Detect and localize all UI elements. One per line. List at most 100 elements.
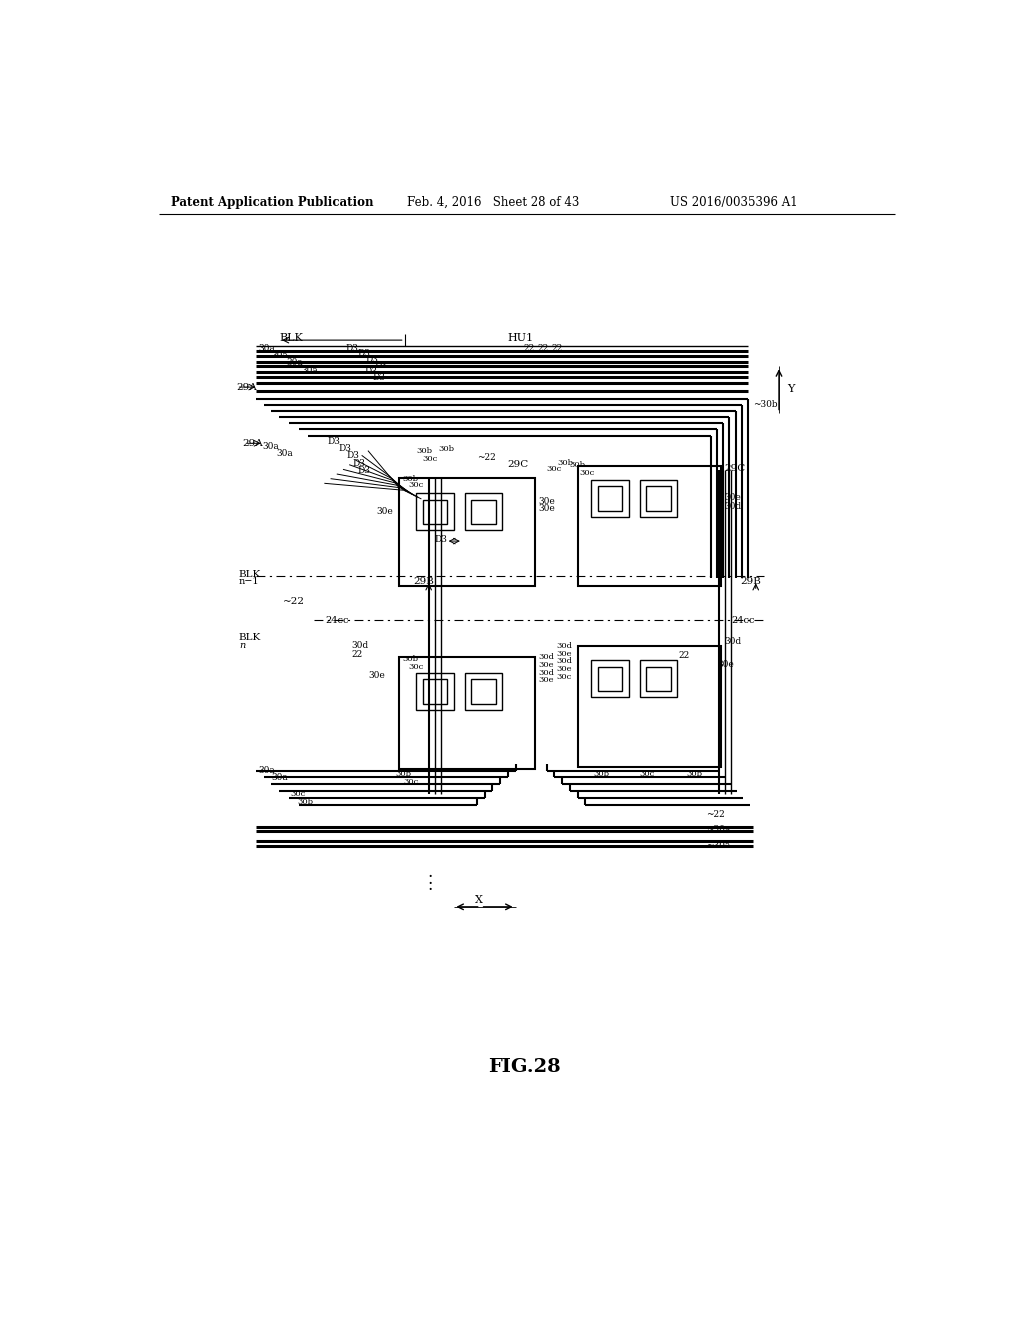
Text: Patent Application Publication: Patent Application Publication	[171, 195, 373, 209]
Text: 30d: 30d	[539, 669, 555, 677]
Text: 30a: 30a	[271, 774, 288, 781]
Bar	[465, 673, 503, 710]
Text: D3: D3	[346, 451, 359, 461]
Text: X: X	[475, 895, 483, 906]
Bar	[640, 660, 677, 697]
Text: 30e: 30e	[539, 504, 555, 513]
Bar	[399, 478, 535, 586]
Text: 30e: 30e	[557, 649, 572, 657]
Text: .: .	[428, 876, 433, 894]
Bar	[598, 667, 623, 692]
Text: 29A: 29A	[237, 383, 257, 392]
Text: 24cc: 24cc	[731, 616, 755, 624]
Text: D3: D3	[373, 374, 386, 383]
Text: n−1: n−1	[239, 577, 259, 586]
Text: 30e: 30e	[539, 676, 554, 685]
Text: 30a: 30a	[258, 766, 275, 775]
Text: Feb. 4, 2016   Sheet 28 of 43: Feb. 4, 2016 Sheet 28 of 43	[407, 195, 580, 209]
Text: 29B: 29B	[414, 577, 434, 586]
Text: D3: D3	[339, 445, 351, 453]
Text: .: .	[428, 871, 433, 887]
Text: 30b: 30b	[297, 799, 313, 807]
Text: 30a: 30a	[276, 449, 294, 458]
Text: D3: D3	[375, 362, 387, 370]
Text: 30b: 30b	[686, 771, 702, 779]
Text: 30b: 30b	[593, 771, 609, 779]
Text: 30b: 30b	[557, 458, 573, 466]
Text: n: n	[239, 640, 245, 649]
Text: ~22: ~22	[707, 810, 725, 818]
Text: 30c: 30c	[291, 791, 306, 799]
Text: 30a: 30a	[286, 358, 303, 367]
Text: FIG.28: FIG.28	[488, 1059, 561, 1076]
Text: D3: D3	[357, 350, 371, 359]
Bar	[592, 660, 629, 697]
Text: 30a: 30a	[271, 351, 288, 360]
Text: :: :	[511, 347, 515, 360]
Bar	[423, 499, 447, 524]
Bar	[465, 494, 503, 531]
Text: 30b: 30b	[569, 461, 586, 469]
Text: ~22: ~22	[477, 453, 496, 462]
Text: 30e: 30e	[369, 672, 385, 680]
Bar	[471, 678, 496, 704]
Text: 22: 22	[551, 345, 562, 352]
Text: 30d: 30d	[725, 638, 741, 647]
Text: 30c: 30c	[409, 663, 424, 671]
Bar	[598, 487, 623, 511]
Text: 22: 22	[678, 651, 689, 660]
Text: 30e: 30e	[376, 507, 393, 516]
Text: 30b: 30b	[438, 445, 454, 454]
Text: 30b: 30b	[402, 655, 419, 663]
Text: 30c: 30c	[547, 466, 562, 474]
Text: 30c: 30c	[557, 673, 571, 681]
Bar	[471, 499, 496, 524]
Text: 29A: 29A	[243, 438, 263, 447]
Text: HU1: HU1	[508, 333, 534, 343]
Text: 30e: 30e	[539, 661, 554, 669]
Text: 29C: 29C	[508, 461, 529, 470]
Text: D3: D3	[357, 466, 371, 475]
Text: US 2016/0035396 A1: US 2016/0035396 A1	[671, 195, 798, 209]
Text: 30e: 30e	[725, 492, 741, 502]
Text: 24cc: 24cc	[326, 616, 349, 624]
Text: 30c: 30c	[409, 480, 424, 488]
Text: D3: D3	[352, 459, 366, 467]
Bar	[417, 494, 454, 531]
Text: 30a: 30a	[263, 442, 280, 451]
Text: Y: Y	[786, 384, 795, 395]
Text: BLK: BLK	[280, 333, 303, 343]
Text: BLK: BLK	[239, 570, 261, 578]
Bar	[417, 673, 454, 710]
Text: 30c: 30c	[579, 469, 594, 477]
Text: 30a: 30a	[258, 345, 275, 352]
Bar	[646, 667, 671, 692]
Text: 29C: 29C	[725, 465, 746, 473]
Text: 30b: 30b	[402, 475, 419, 483]
Text: 30b: 30b	[395, 771, 412, 779]
Text: D3: D3	[365, 367, 377, 376]
Text: ~30a: ~30a	[707, 825, 730, 834]
Text: 30a: 30a	[302, 366, 318, 375]
Text: .: .	[428, 865, 433, 882]
Text: BLK: BLK	[239, 632, 261, 642]
Text: D3: D3	[328, 437, 341, 446]
Text: 30d: 30d	[725, 502, 741, 511]
Text: 30d: 30d	[557, 642, 572, 649]
Text: 29B: 29B	[740, 577, 761, 586]
Text: 30d: 30d	[557, 657, 572, 665]
Text: 30c: 30c	[640, 771, 654, 779]
Bar	[578, 645, 721, 767]
Text: D3: D3	[434, 535, 447, 544]
Text: 22: 22	[538, 345, 549, 352]
Text: 30e: 30e	[557, 665, 572, 673]
Text: ~30b: ~30b	[753, 400, 777, 409]
Text: 30e: 30e	[717, 660, 734, 669]
Bar	[423, 678, 447, 704]
Text: 30c: 30c	[403, 777, 419, 787]
Bar	[592, 480, 629, 517]
Text: 30b: 30b	[417, 447, 432, 455]
Text: ~22: ~22	[283, 597, 305, 606]
Text: D3: D3	[345, 345, 357, 352]
Bar	[640, 480, 677, 517]
